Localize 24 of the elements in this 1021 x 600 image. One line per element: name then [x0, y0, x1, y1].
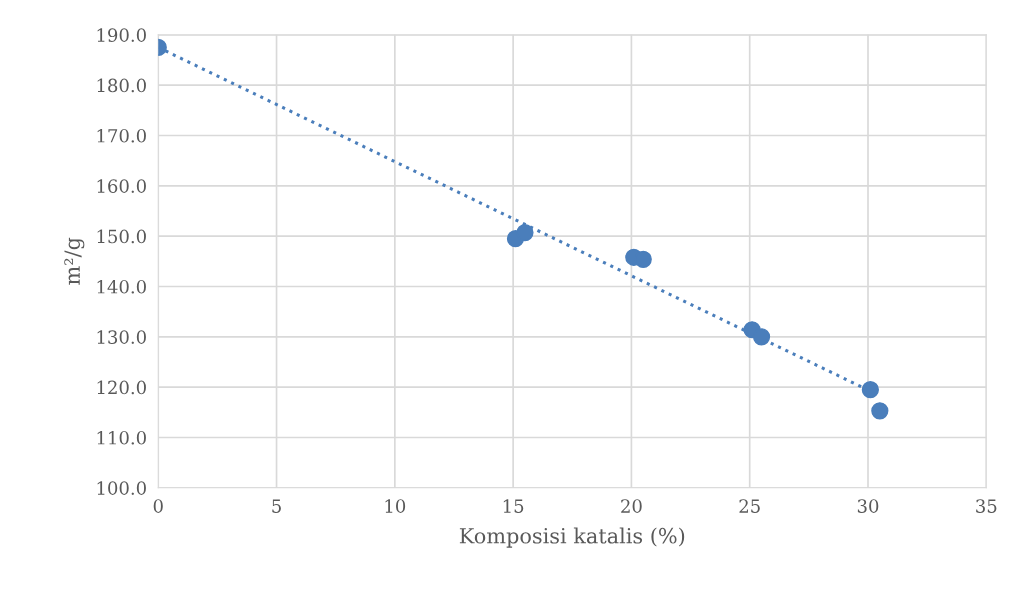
y-tick-label: 130.0	[97, 330, 146, 344]
y-tick-label: 140.0	[97, 279, 146, 294]
x-tick-label: 20	[621, 499, 642, 513]
x-tick-label: 15	[503, 499, 524, 513]
y-tick-label: 190.0	[97, 28, 146, 42]
point	[752, 328, 771, 346]
x-tick-label: 25	[739, 499, 760, 513]
y-tick-label: 160.0	[97, 179, 146, 193]
x-tick-label: 35	[976, 499, 997, 513]
x-axis-title: Komposisi katalis (%)	[459, 527, 685, 548]
point	[871, 402, 889, 420]
y-tick-label: 180.0	[97, 78, 146, 93]
x-tick-label: 0	[153, 499, 163, 513]
y-tick-label: 150.0	[97, 229, 146, 244]
x-tick-label: 30	[857, 499, 879, 513]
point	[516, 223, 534, 242]
y-tick-label: 120.0	[97, 380, 146, 395]
y-tick-label: 100.0	[97, 481, 146, 495]
y-tick-label: 110.0	[97, 430, 146, 445]
x-tick-label: 10	[385, 499, 406, 513]
x-tick-label: 5	[272, 499, 281, 513]
y-tick-label: 170.0	[97, 128, 146, 143]
y-axis-title: m²/g	[64, 237, 85, 285]
point	[861, 381, 879, 399]
